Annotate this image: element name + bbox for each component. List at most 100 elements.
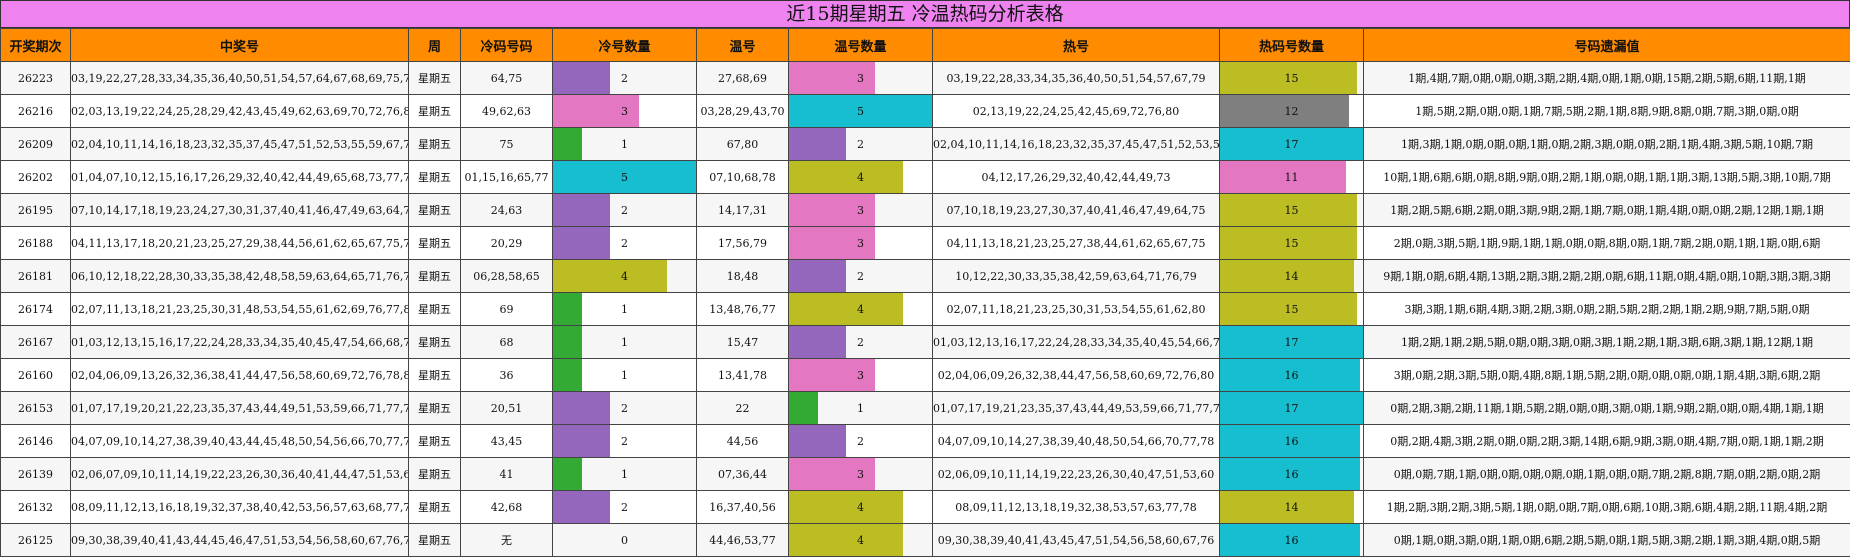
warm-count-cell: 3 [788, 193, 933, 227]
cold-count-cell-value: 1 [621, 467, 628, 481]
cold-count-cell-value: 2 [621, 401, 628, 415]
hot-count-cell-value: 14 [1284, 269, 1299, 283]
cold-count-cell-fill [553, 260, 668, 292]
winning-numbers-cell: 02,06,07,09,10,11,14,19,22,23,26,30,36,4… [70, 457, 409, 491]
hot-count-cell-value: 16 [1284, 533, 1299, 547]
hot-numbers-cell: 02,13,19,22,24,25,42,45,69,72,76,80 [932, 94, 1220, 128]
hot-count-cell: 17 [1219, 325, 1364, 359]
warm-count-cell-fill [789, 95, 932, 127]
header-warm-numbers: 温号 [696, 28, 789, 62]
table-row: 26153 01,07,17,19,20,21,22,23,35,37,43,44… [0, 391, 1850, 425]
winning-numbers-cell: 07,10,14,17,18,19,23,24,27,30,31,37,40,4… [70, 193, 409, 227]
hot-count-cell-fill [1220, 62, 1358, 94]
warm-count-cell-fill [789, 326, 847, 358]
table-row: 26216 02,03,13,19,22,24,25,28,29,42,43,45… [0, 94, 1850, 128]
week-cell: 星期五 [408, 325, 461, 359]
warm-count-cell-fill [789, 425, 847, 457]
hot-count-cell-fill [1220, 392, 1363, 424]
hot-numbers-cell: 02,06,09,10,11,14,19,22,23,26,30,40,47,5… [932, 457, 1220, 491]
warm-count-cell-fill [789, 491, 904, 523]
cold-count-cell-value: 1 [621, 368, 628, 382]
warm-count-cell-fill [789, 194, 875, 226]
hot-numbers-cell: 04,11,13,18,21,23,25,27,38,44,61,62,65,6… [932, 226, 1220, 260]
hot-count-cell: 16 [1219, 424, 1364, 458]
hot-count-cell: 17 [1219, 391, 1364, 425]
table-row: 26132 08,09,11,12,13,16,18,19,32,37,38,40… [0, 490, 1850, 524]
hot-count-cell-fill [1220, 161, 1346, 193]
header-row: 开奖期次 中奖号 周 冷码号码 冷号数量 温号 温号数量 热号 热码号数量 号码… [0, 28, 1850, 62]
winning-numbers-cell: 04,07,09,10,14,27,38,39,40,43,44,45,48,5… [70, 424, 409, 458]
warm-count-cell: 5 [788, 94, 933, 128]
period-cell: 26153 [0, 391, 71, 425]
warm-numbers-cell: 15,47 [696, 325, 789, 359]
warm-count-cell: 4 [788, 160, 933, 194]
cold-count-cell: 2 [552, 226, 697, 260]
table-row: 26188 04,11,13,17,18,20,21,23,25,27,29,38… [0, 226, 1850, 260]
warm-count-cell: 4 [788, 292, 933, 326]
warm-count-cell-value: 3 [857, 203, 864, 217]
hot-count-cell: 12 [1219, 94, 1364, 128]
period-cell: 26195 [0, 193, 71, 227]
hot-count-cell-fill [1220, 425, 1361, 457]
hot-count-cell-value: 11 [1284, 170, 1299, 184]
hot-numbers-cell: 09,30,38,39,40,41,43,45,47,51,54,56,58,6… [932, 523, 1220, 557]
cold-count-cell: 2 [552, 391, 697, 425]
header-period: 开奖期次 [0, 28, 71, 62]
miss-values-cell: 0期,0期,7期,1期,0期,0期,0期,0期,0期,1期,0期,0期,7期,2… [1363, 457, 1850, 491]
miss-values-cell: 1期,2期,3期,2期,3期,5期,1期,0期,0期,7期,0期,6期,10期,… [1363, 490, 1850, 524]
winning-numbers-cell: 08,09,11,12,13,16,18,19,32,37,38,40,42,5… [70, 490, 409, 524]
table-row: 26209 02,04,10,11,14,16,18,23,32,35,37,45… [0, 127, 1850, 161]
week-cell: 星期五 [408, 292, 461, 326]
cold-count-cell-fill [553, 227, 611, 259]
hot-count-cell-fill [1220, 491, 1355, 523]
cold-count-cell-value: 0 [621, 533, 628, 547]
warm-count-cell-value: 4 [857, 170, 864, 184]
cold-count-cell-value: 4 [621, 269, 628, 283]
analysis-table: 开奖期次 中奖号 周 冷码号码 冷号数量 温号 温号数量 热号 热码号数量 号码… [0, 28, 1850, 557]
cold-count-cell-value: 1 [621, 137, 628, 151]
cold-count-cell-value: 2 [621, 203, 628, 217]
cold-count-cell-value: 2 [621, 500, 628, 514]
cold-numbers-cell: 43,45 [460, 424, 553, 458]
warm-count-cell: 2 [788, 424, 933, 458]
cold-count-cell: 4 [552, 259, 697, 293]
cold-count-cell-fill [553, 491, 611, 523]
cold-numbers-cell: 36 [460, 358, 553, 392]
cold-count-cell: 1 [552, 457, 697, 491]
warm-count-cell-fill [789, 458, 875, 490]
miss-values-cell: 1期,2期,1期,2期,5期,0期,0期,3期,0期,3期,1期,2期,1期,3… [1363, 325, 1850, 359]
warm-count-cell-value: 4 [857, 533, 864, 547]
hot-numbers-cell: 08,09,11,12,13,18,19,32,38,53,57,63,77,7… [932, 490, 1220, 524]
hot-count-cell: 14 [1219, 490, 1364, 524]
cold-numbers-cell: 20,51 [460, 391, 553, 425]
week-cell: 星期五 [408, 127, 461, 161]
hot-count-cell-value: 16 [1284, 368, 1299, 382]
hot-count-cell-fill [1220, 524, 1361, 556]
period-cell: 26188 [0, 226, 71, 260]
cold-numbers-cell: 69 [460, 292, 553, 326]
winning-numbers-cell: 02,04,06,09,13,26,32,36,38,41,44,47,56,5… [70, 358, 409, 392]
week-cell: 星期五 [408, 226, 461, 260]
hot-count-cell: 15 [1219, 61, 1364, 95]
warm-numbers-cell: 13,41,78 [696, 358, 789, 392]
period-cell: 26167 [0, 325, 71, 359]
hot-count-cell: 17 [1219, 127, 1364, 161]
table-row: 26146 04,07,09,10,14,27,38,39,40,43,44,45… [0, 424, 1850, 458]
hot-count-cell-fill [1220, 227, 1358, 259]
miss-values-cell: 0期,1期,0期,3期,0期,1期,0期,6期,2期,5期,0期,1期,5期,3… [1363, 523, 1850, 557]
hot-numbers-cell: 07,10,18,19,23,27,30,37,40,41,46,47,49,6… [932, 193, 1220, 227]
cold-count-cell-fill [553, 326, 582, 358]
cold-count-cell-value: 2 [621, 71, 628, 85]
winning-numbers-cell: 02,04,10,11,14,16,18,23,32,35,37,45,47,5… [70, 127, 409, 161]
cold-numbers-cell: 24,63 [460, 193, 553, 227]
winning-numbers-cell: 01,07,17,19,20,21,22,23,35,37,43,44,49,5… [70, 391, 409, 425]
warm-numbers-cell: 07,36,44 [696, 457, 789, 491]
header-cold-numbers: 冷码号码 [460, 28, 553, 62]
table-row: 26223 03,19,22,27,28,33,34,35,36,40,50,51… [0, 61, 1850, 95]
hot-numbers-cell: 03,19,22,28,33,34,35,36,40,50,51,54,57,6… [932, 61, 1220, 95]
winning-numbers-cell: 01,04,07,10,12,15,16,17,26,29,32,40,42,4… [70, 160, 409, 194]
period-cell: 26132 [0, 490, 71, 524]
cold-numbers-cell: 20,29 [460, 226, 553, 260]
cold-numbers-cell: 01,15,16,65,77 [460, 160, 553, 194]
warm-count-cell-fill [789, 293, 904, 325]
